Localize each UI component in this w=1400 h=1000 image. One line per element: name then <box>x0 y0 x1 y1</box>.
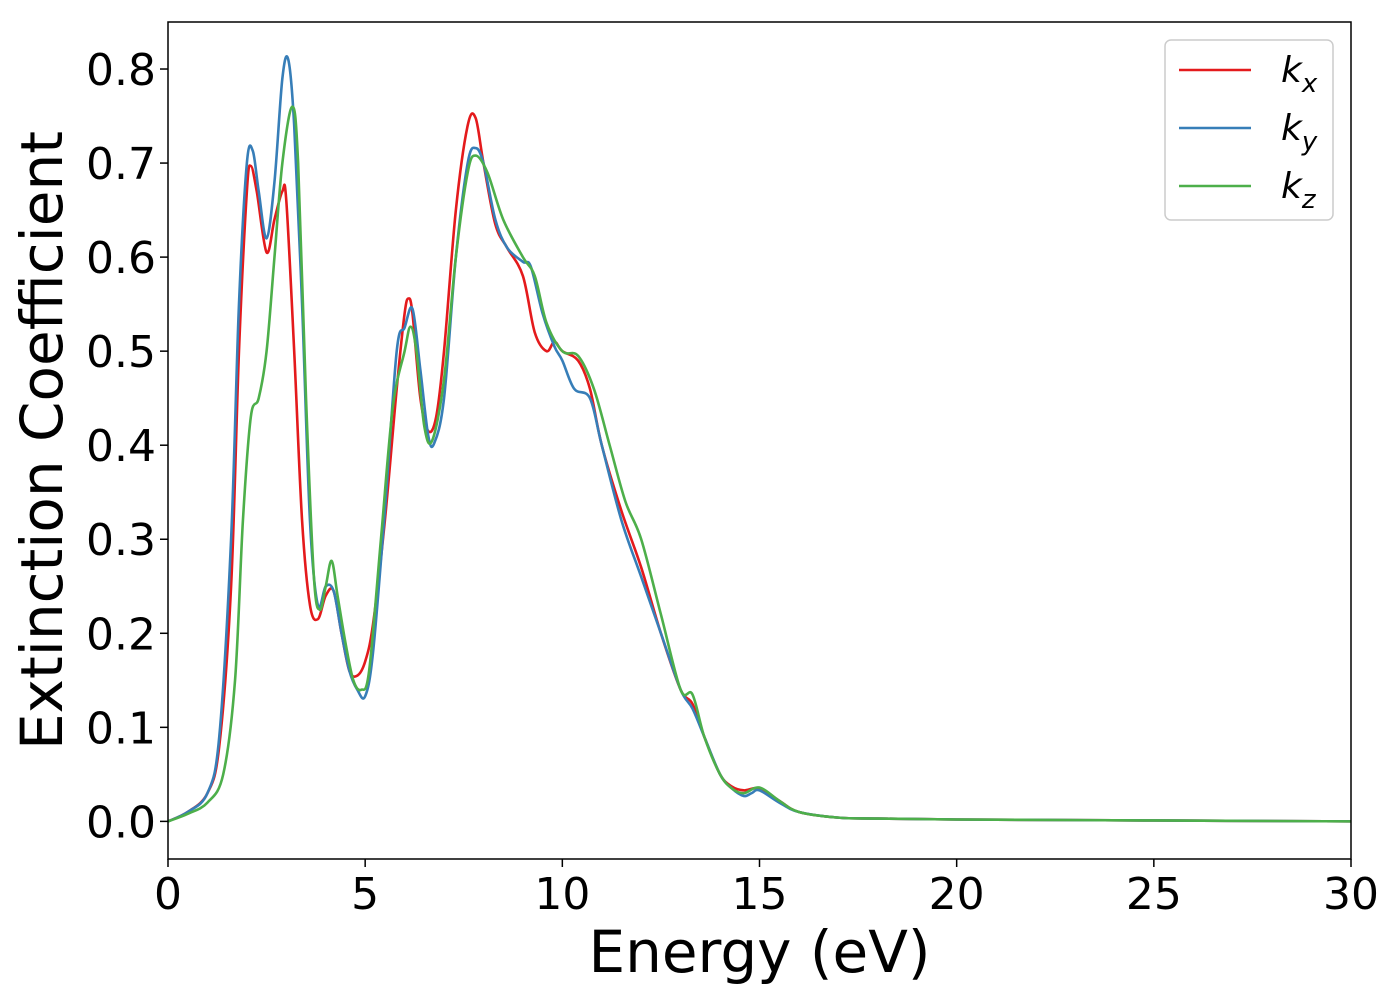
y-tick-label: 0.5 <box>86 327 156 378</box>
legend-box <box>1164 39 1334 221</box>
series-layer <box>168 55 1351 823</box>
legend: kx ky kz <box>1164 39 1334 221</box>
x-tick-label: 0 <box>154 869 182 920</box>
series-line-z <box>168 105 1351 823</box>
y-tick-label: 0.6 <box>86 233 156 284</box>
x-tick-label: 20 <box>929 869 985 920</box>
x-axis-ticks: 0 5 10 15 20 25 30 <box>154 859 1379 920</box>
y-tick-label: 0.0 <box>86 797 156 848</box>
y-axis-ticks: 0.0 0.1 0.2 0.3 0.4 0.5 0.6 0.7 0.8 <box>86 45 168 848</box>
legend-label-y: ky <box>1281 108 1318 157</box>
y-tick-label: 0.8 <box>86 45 156 96</box>
y-tick-label: 0.1 <box>86 703 156 754</box>
x-tick-label: 5 <box>351 869 379 920</box>
legend-label-x: kx <box>1281 50 1318 99</box>
y-tick-label: 0.7 <box>86 139 156 190</box>
y-tick-label: 0.4 <box>86 421 156 472</box>
x-tick-label: 30 <box>1323 869 1379 920</box>
y-tick-label: 0.3 <box>86 515 156 566</box>
y-tick-label: 0.2 <box>86 609 156 660</box>
y-axis-title: Extinction Coefficient <box>8 131 76 750</box>
x-tick-label: 15 <box>732 869 788 920</box>
x-tick-label: 10 <box>534 869 590 920</box>
x-tick-label: 25 <box>1126 869 1182 920</box>
x-axis-title: Energy (eV) <box>588 918 930 986</box>
legend-label-z: kz <box>1281 166 1317 215</box>
